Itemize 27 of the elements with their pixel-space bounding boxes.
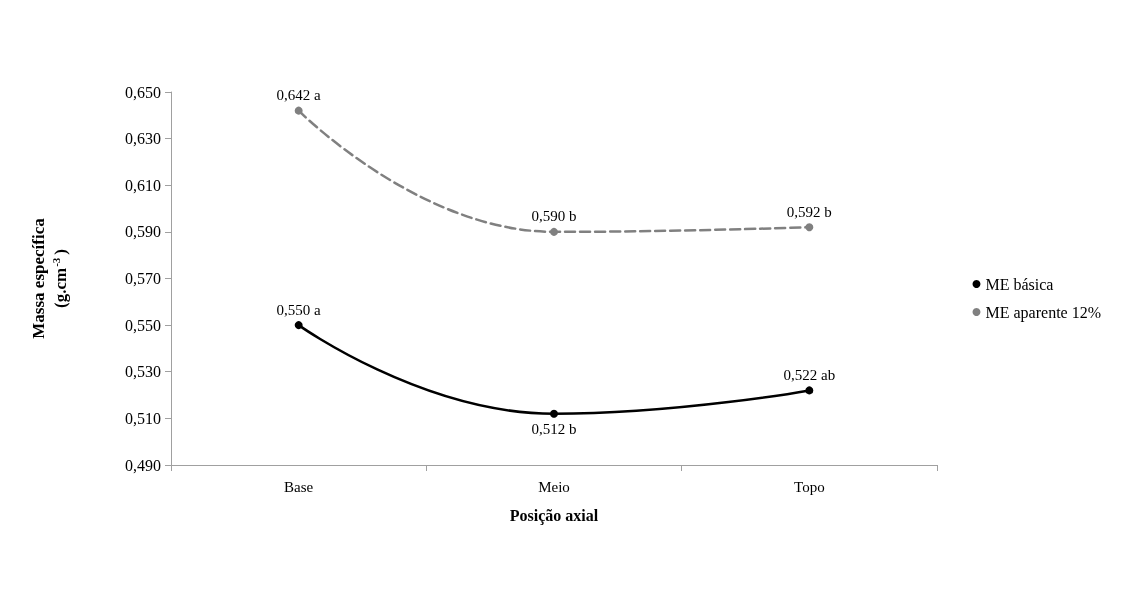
y-tick-label: 0,590 [125, 223, 161, 241]
x-axis-title: Posição axial [509, 506, 599, 525]
x-tick-label: Topo [794, 478, 825, 495]
point [294, 321, 303, 330]
point [294, 106, 303, 115]
y-tick-label: 0,650 [125, 83, 161, 101]
point [550, 227, 558, 236]
legend-label: ME básica [985, 275, 1054, 293]
x-tick-label: Base [284, 478, 314, 495]
point [805, 223, 814, 232]
y-tick-label: 0,570 [125, 270, 161, 287]
y-tick-label: 0,490 [125, 456, 161, 474]
point [550, 409, 558, 418]
y-tick-label: 0,510 [125, 409, 161, 427]
y-tick-label: 0,610 [125, 176, 161, 194]
data-label: 0,642 a [276, 87, 322, 104]
data-label: 0,592 b [786, 203, 832, 220]
legend-label: ME aparente 12% [985, 303, 1102, 322]
y-tick-label: 0,530 [125, 363, 161, 381]
data-label: 0,590 b [531, 208, 577, 225]
y-tick-label: 0,550 [125, 316, 161, 334]
data-label: 0,522 ab [783, 366, 836, 383]
y-tick-label: 0,630 [125, 130, 161, 148]
x-tick-label: Meio [538, 478, 570, 495]
data-label: 0,512 b [531, 421, 577, 438]
data-label: 0,550 a [276, 301, 322, 318]
point [805, 386, 814, 395]
